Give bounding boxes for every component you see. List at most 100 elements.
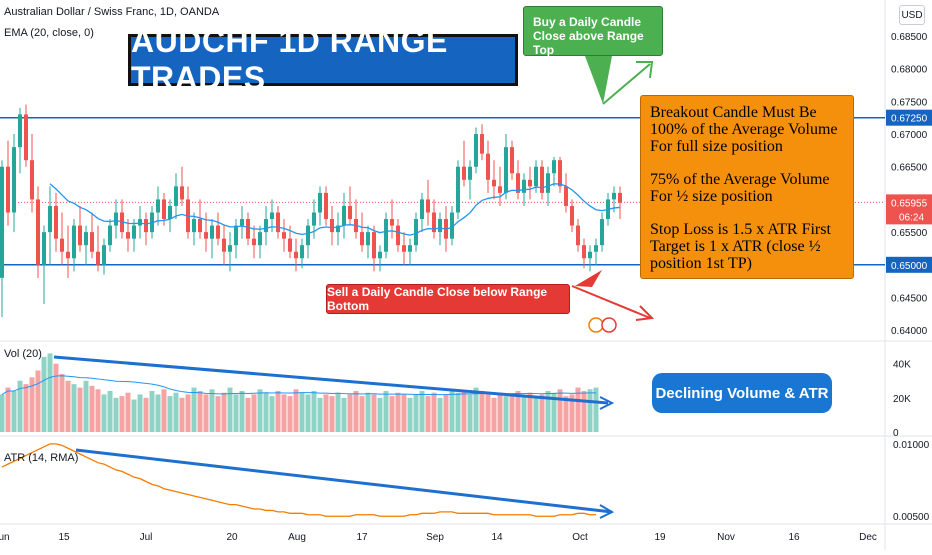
time-tick-label: Sep <box>426 532 444 543</box>
volume-bar <box>35 370 41 432</box>
price-tick-label: 0.67500 <box>891 97 928 108</box>
rules-note-volume-half: 75% of the Average Volume For ½ size pos… <box>650 171 830 205</box>
candle-body <box>408 245 412 252</box>
candle-body <box>588 251 592 259</box>
volume-bar <box>461 391 467 432</box>
candle-body <box>288 238 292 252</box>
volume-bar <box>551 392 557 432</box>
volume-bar <box>431 392 437 432</box>
sell-arrow <box>571 285 651 319</box>
volume-bar <box>509 394 515 432</box>
volume-tick-label: 20K <box>893 394 911 405</box>
price-tick-label: 0.65500 <box>891 228 928 239</box>
candle-body <box>492 179 496 187</box>
price-tick-label: 0.64000 <box>891 326 928 337</box>
candle-body <box>552 160 556 174</box>
candle-body <box>162 199 166 220</box>
buy-arrowhead <box>636 61 654 79</box>
candle-body <box>336 225 340 233</box>
volume-bar <box>443 394 449 432</box>
volume-bar <box>569 394 575 432</box>
buy-callout: Buy a Daily Candle Close above Range Top <box>523 6 663 57</box>
volume-bar <box>251 394 257 432</box>
time-tick-label: 17 <box>356 532 368 543</box>
volume-bar <box>59 373 65 432</box>
candle-body <box>18 114 22 148</box>
volume-legend: Vol (20) <box>4 348 42 360</box>
buy-callout-text: Buy a Daily Candle Close above Range Top <box>533 15 644 57</box>
candle-body <box>522 179 526 193</box>
ema-legend: EMA (20, close, 0) <box>4 27 94 39</box>
candle-body <box>510 147 514 174</box>
range-top-badge <box>886 109 932 126</box>
volume-bar <box>407 397 413 432</box>
volume-bar <box>305 394 311 432</box>
volume-bar <box>275 391 281 432</box>
volume-bar <box>215 396 221 432</box>
volume-bar <box>401 394 407 432</box>
candle-body <box>252 238 256 246</box>
candle-body <box>450 212 454 239</box>
buy-arrow <box>602 63 651 105</box>
volume-bar <box>473 387 479 432</box>
volume-bar <box>113 397 119 432</box>
time-tick-label: Jul <box>140 532 153 543</box>
volume-bar <box>281 394 287 432</box>
declining-volume-callout: Declining Volume & ATR <box>652 373 832 413</box>
candle-body <box>66 251 70 259</box>
candle-body <box>462 166 466 180</box>
candle-body <box>600 219 604 246</box>
time-tick-label: Nov <box>717 532 735 543</box>
volume-bar <box>557 389 563 432</box>
volume-trend-arrowhead <box>599 396 615 410</box>
candle-body <box>414 219 418 246</box>
volume-bar <box>173 392 179 432</box>
candle-body <box>264 219 268 233</box>
candle-body <box>372 232 376 259</box>
volume-bar <box>575 387 581 432</box>
volume-bar <box>203 394 209 432</box>
candle-body <box>294 251 298 259</box>
price-tick-label: 0.64500 <box>891 294 928 305</box>
candle-body <box>108 225 112 246</box>
time-tick-label: 16 <box>788 532 800 543</box>
volume-bar <box>533 397 539 432</box>
volume-bar <box>95 389 101 432</box>
candle-body <box>90 232 94 252</box>
volume-bar <box>65 380 71 432</box>
volume-bar <box>293 389 299 432</box>
currency-button[interactable]: USD <box>899 5 925 25</box>
range-top-label: 0.67250 <box>891 114 928 125</box>
candle-body <box>126 232 130 239</box>
volume-bar <box>143 397 149 432</box>
volume-bar <box>101 394 107 432</box>
candle-body <box>234 225 238 246</box>
title-banner: AUDCHF 1D RANGE TRADES <box>128 23 518 96</box>
candle-body <box>6 166 10 213</box>
volume-bar <box>515 391 521 432</box>
volume-bar <box>239 391 245 432</box>
volume-bar <box>383 391 389 432</box>
atr-line <box>1 443 596 517</box>
candle-body <box>276 212 280 233</box>
buy-callout-tail <box>585 56 612 104</box>
volume-bar <box>5 387 11 432</box>
volume-bar <box>479 391 485 432</box>
volume-bar <box>41 356 47 432</box>
candle-body <box>312 212 316 226</box>
candle-body <box>210 225 214 239</box>
candle-body <box>222 238 226 252</box>
volume-bar <box>581 391 587 432</box>
candle-body <box>138 219 142 226</box>
candle-body <box>156 199 160 213</box>
candle-body <box>78 225 82 246</box>
candle-body <box>432 212 436 233</box>
candle-body <box>504 147 508 193</box>
volume-bar <box>287 396 293 432</box>
candle-body <box>582 245 586 259</box>
volume-bar <box>179 397 185 432</box>
time-tick-label: 15 <box>58 532 70 543</box>
candle-body <box>12 147 16 213</box>
volume-bar <box>389 396 395 432</box>
